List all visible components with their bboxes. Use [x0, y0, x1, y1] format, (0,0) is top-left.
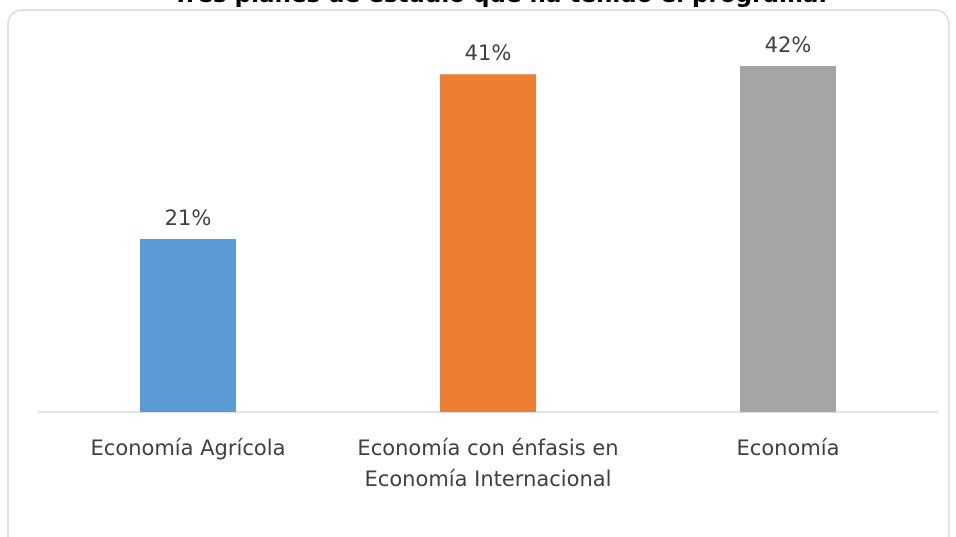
bar [140, 239, 236, 412]
x-tick-label: Economía con énfasis en Economía Interna… [357, 436, 619, 491]
data-label: 41% [465, 41, 512, 65]
chart-title: Tres planes de estudio que ha tenido el … [173, 0, 827, 8]
x-tick-label: Economía [736, 436, 840, 460]
bar [440, 74, 536, 412]
bar [740, 66, 836, 412]
data-label: 21% [165, 206, 212, 230]
x-tick-label: Economía Agrícola [90, 436, 286, 460]
data-label: 42% [765, 33, 812, 57]
